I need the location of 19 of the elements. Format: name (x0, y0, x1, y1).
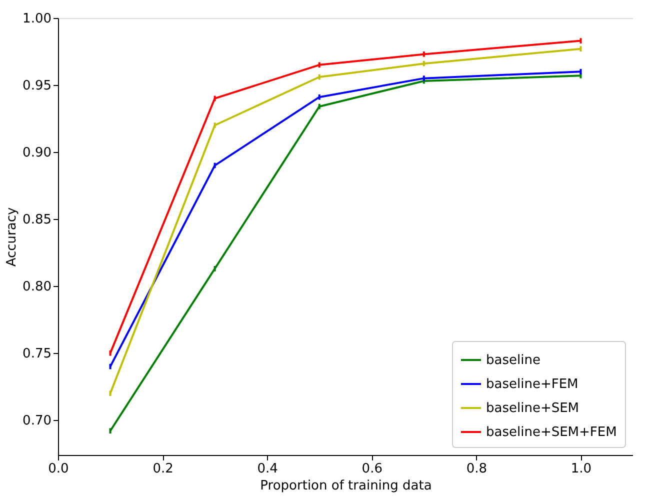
x-tick-label: 0.6 (362, 462, 382, 476)
x-tick-label: 1.0 (570, 462, 592, 476)
y-tick-label: 1.00 (22, 12, 52, 26)
legend-label: baseline+SEM+FEM (486, 425, 617, 440)
legend-label: baseline+FEM (486, 377, 578, 392)
x-tick-label: 0.0 (48, 462, 69, 476)
y-tick-label: 0.80 (22, 280, 52, 295)
y-axis-title: Accuracy (4, 207, 20, 267)
y-tick-label: 0.70 (22, 414, 52, 429)
x-tick-label: 0.4 (257, 462, 278, 476)
legend-label: baseline+SEM (486, 401, 580, 416)
x-tick-label: 0.2 (152, 462, 174, 476)
y-tick-label: 0.90 (22, 146, 52, 161)
legend-label: baseline (486, 353, 540, 368)
y-tick-label: 0.85 (22, 212, 52, 228)
x-tick-label: 0.8 (466, 462, 488, 476)
y-tick-label: 0.95 (22, 78, 52, 94)
y-tick-label: 0.75 (22, 346, 52, 362)
x-axis-title: Proportion of training data (260, 478, 432, 494)
